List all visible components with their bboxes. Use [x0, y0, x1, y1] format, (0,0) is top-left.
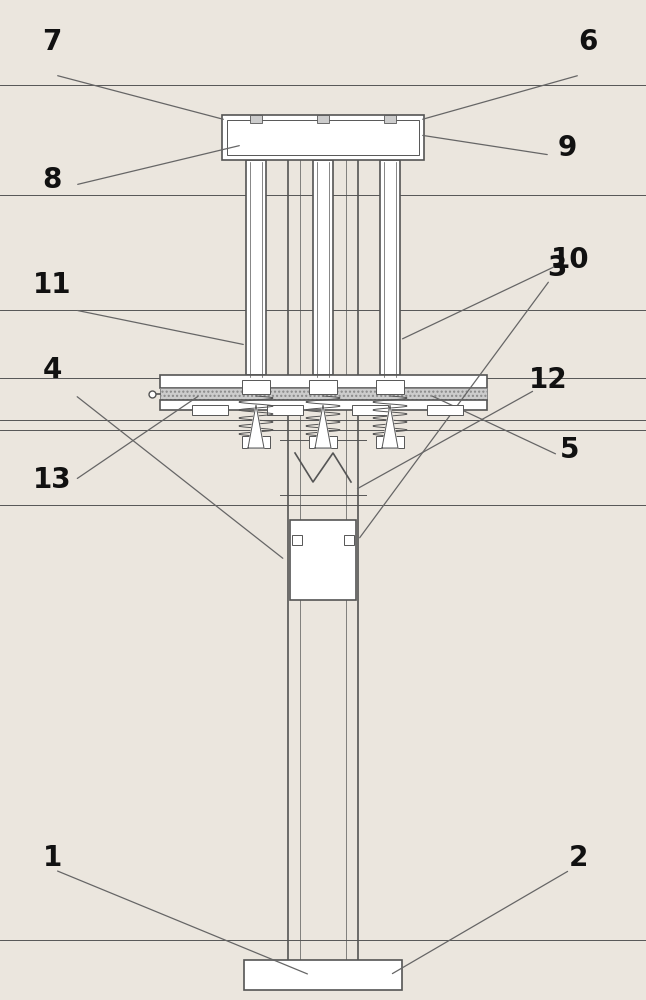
- Text: 12: 12: [528, 366, 567, 394]
- Text: 13: 13: [33, 466, 71, 494]
- Bar: [309, 380, 337, 394]
- Text: 7: 7: [42, 28, 61, 56]
- Text: 9: 9: [557, 134, 577, 162]
- Bar: [242, 380, 270, 394]
- Bar: [192, 405, 228, 415]
- Bar: [160, 388, 487, 400]
- Bar: [376, 380, 404, 394]
- Bar: [427, 405, 463, 415]
- Bar: [244, 960, 402, 990]
- Bar: [380, 160, 400, 375]
- Text: 10: 10: [550, 246, 589, 274]
- Bar: [250, 115, 262, 123]
- Text: 1: 1: [43, 844, 61, 872]
- Text: 6: 6: [578, 28, 598, 56]
- Bar: [246, 160, 266, 375]
- Text: 3: 3: [547, 254, 567, 282]
- Polygon shape: [315, 405, 331, 448]
- Bar: [376, 436, 404, 448]
- Polygon shape: [382, 405, 398, 448]
- Polygon shape: [248, 405, 264, 448]
- Text: 4: 4: [42, 356, 61, 384]
- Bar: [267, 405, 303, 415]
- Bar: [227, 120, 419, 155]
- Bar: [222, 115, 424, 160]
- Bar: [160, 400, 487, 410]
- Text: 2: 2: [568, 844, 588, 872]
- Bar: [313, 160, 333, 375]
- Bar: [352, 405, 388, 415]
- Bar: [242, 436, 270, 448]
- Bar: [290, 520, 356, 600]
- Bar: [309, 436, 337, 448]
- Text: 8: 8: [42, 166, 61, 194]
- Bar: [384, 115, 396, 123]
- Text: 5: 5: [560, 436, 579, 464]
- Text: 11: 11: [33, 271, 71, 299]
- Bar: [317, 115, 329, 123]
- Bar: [292, 535, 302, 545]
- Bar: [160, 375, 487, 388]
- Bar: [344, 535, 354, 545]
